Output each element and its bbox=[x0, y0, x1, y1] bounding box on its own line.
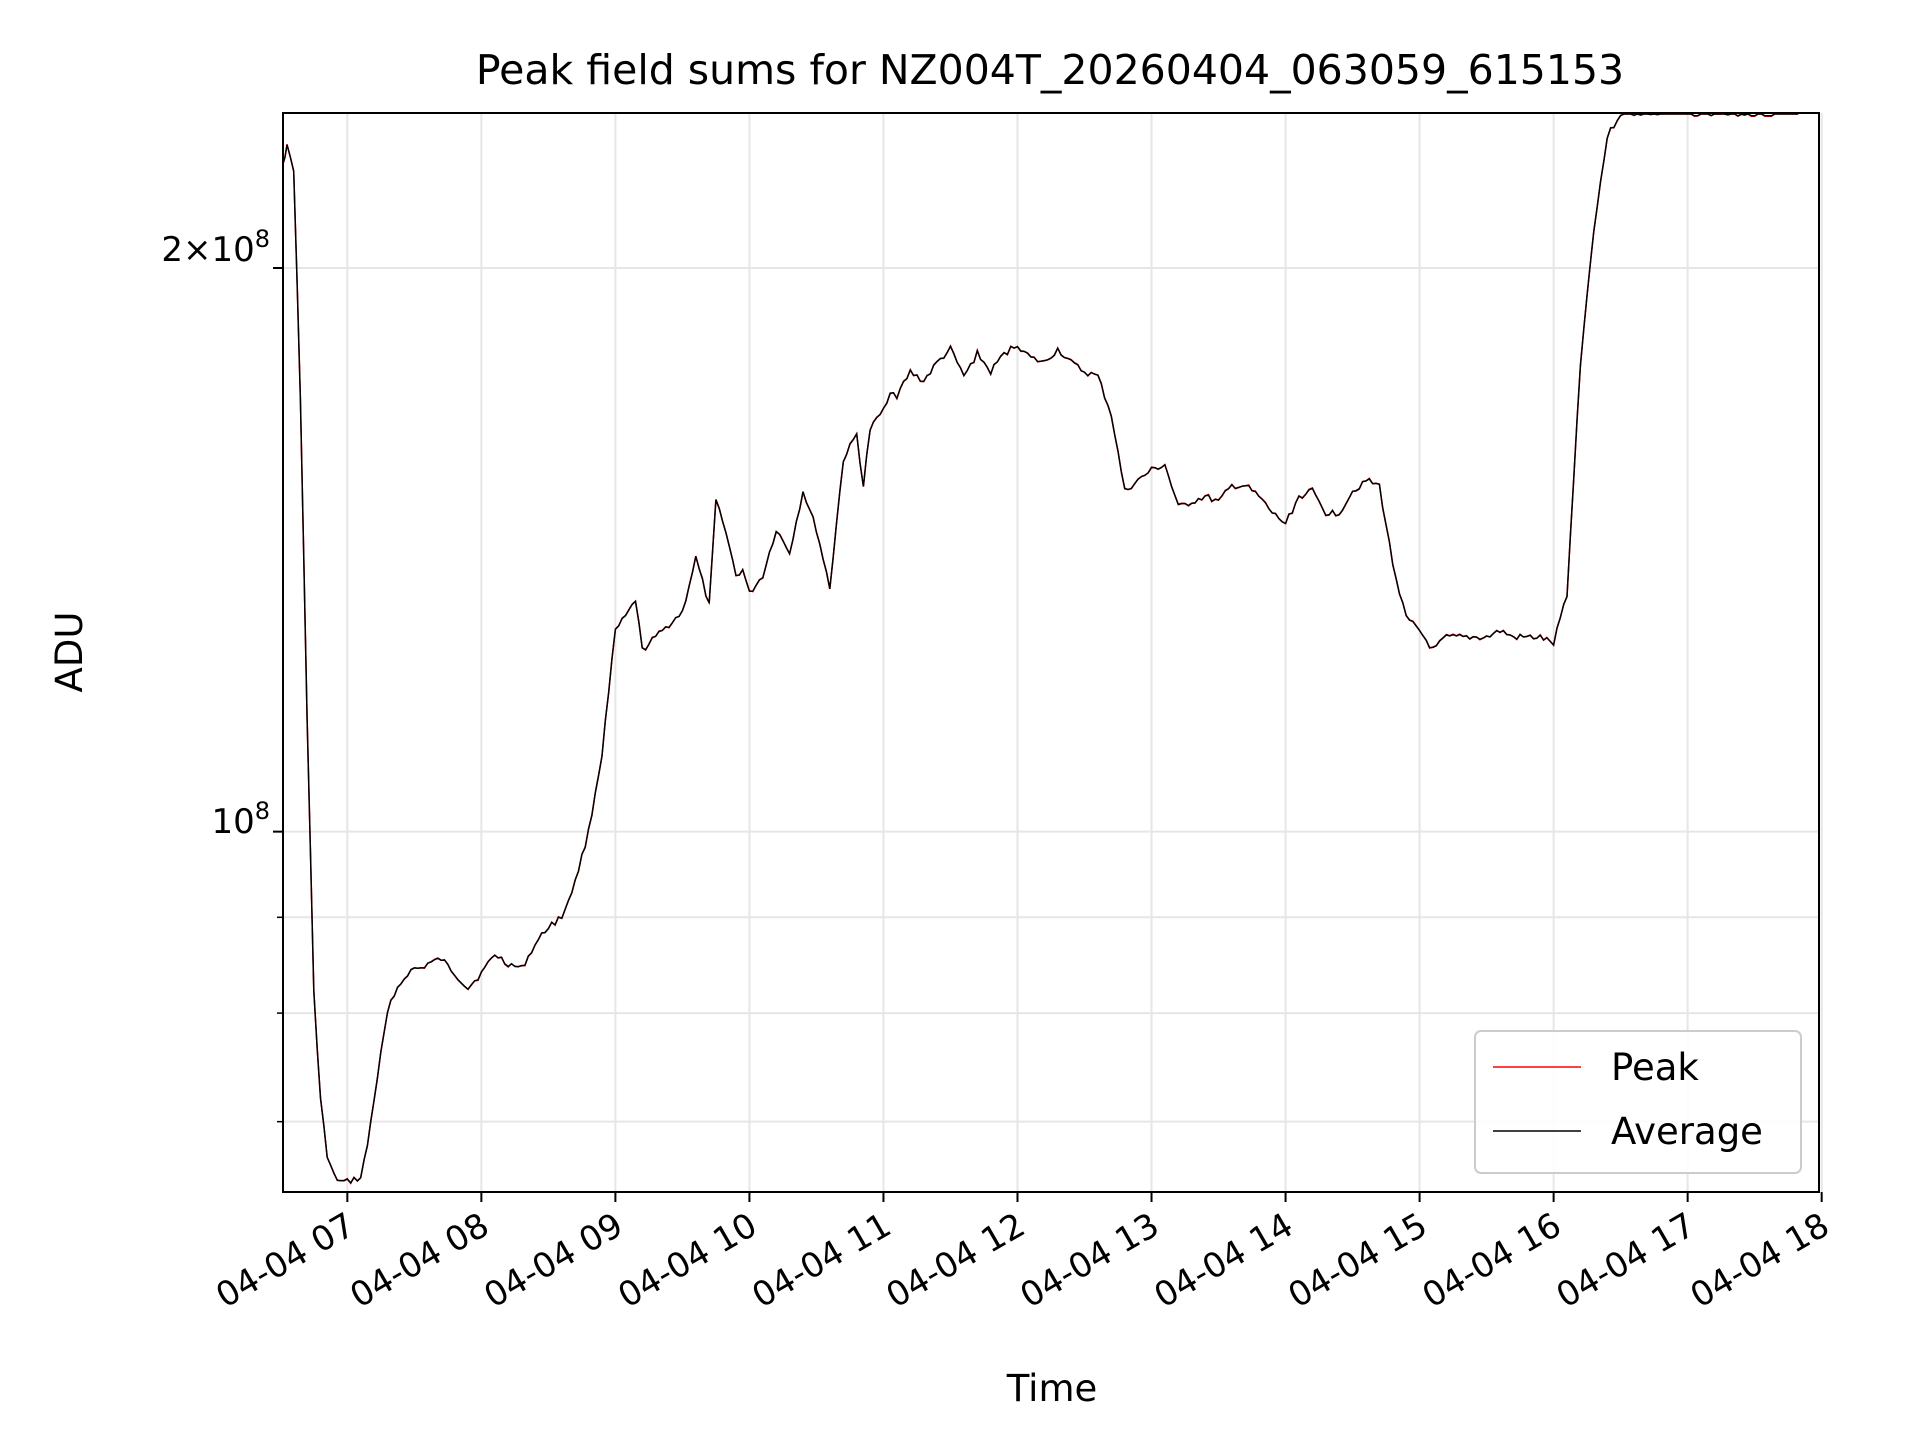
y-tick-base: 10 bbox=[211, 802, 254, 842]
grid bbox=[283, 113, 1823, 1192]
legend: Peak Average bbox=[1474, 1030, 1802, 1174]
chart-title: Peak field sums for NZ004T_20260404_0630… bbox=[476, 46, 1624, 94]
plot-frame bbox=[282, 112, 1820, 1193]
x-axis-label: Time bbox=[1006, 1367, 1098, 1410]
plot-series bbox=[283, 113, 1799, 1185]
legend-label-average: Average bbox=[1611, 1110, 1763, 1153]
y-tick-times-sign: × bbox=[183, 230, 212, 270]
y-axis-label: ADU bbox=[48, 612, 91, 693]
y-tick-exponent: 8 bbox=[255, 225, 270, 253]
legend-label-peak: Peak bbox=[1611, 1046, 1699, 1089]
y-tick-mantissa: 2 bbox=[161, 230, 183, 270]
y-tick-label-2e8: 2×108 bbox=[161, 225, 270, 270]
y-tick-exponent: 8 bbox=[255, 797, 270, 825]
y-tick-label-1e8: 108 bbox=[211, 797, 270, 842]
y-tick-base: 10 bbox=[211, 230, 254, 270]
svg-text:2×108: 2×108 bbox=[161, 225, 270, 270]
svg-text:108: 108 bbox=[211, 797, 270, 842]
series-line-average bbox=[283, 113, 1799, 1185]
